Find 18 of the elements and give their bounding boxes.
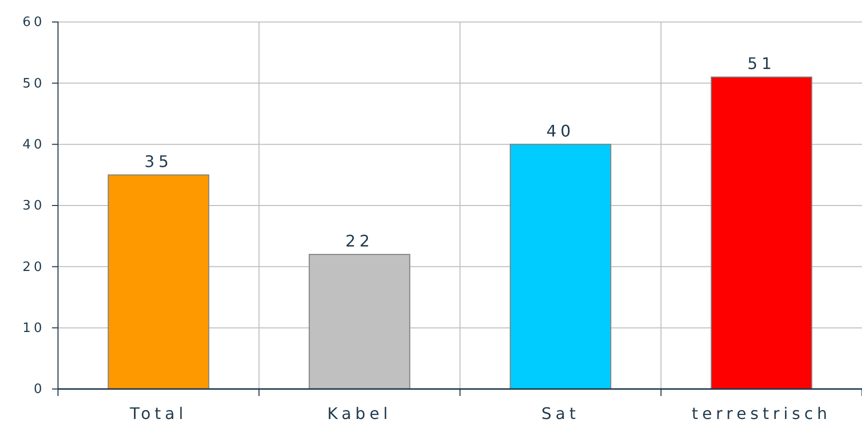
y-tick-label: 40 [22,137,45,152]
y-tick-label: 60 [22,15,45,30]
y-tick-label: 50 [22,76,45,92]
data-label: 51 [747,54,776,74]
y-tick-label: 30 [22,198,45,214]
bar [510,144,612,390]
x-tick-label: Sat [541,404,580,423]
data-label: 22 [345,231,374,250]
bar [710,76,812,390]
x-tick-label: Kabel [327,404,392,423]
x-tick-label: terrestrisch [692,404,832,423]
y-tick-label: 20 [22,260,45,275]
y-tick-label: 10 [22,320,45,336]
y-tick-label: 0 [34,382,45,398]
data-label: 40 [546,121,575,140]
bar [108,174,210,390]
data-label: 35 [144,152,173,171]
x-tick-label: Total [128,404,188,423]
